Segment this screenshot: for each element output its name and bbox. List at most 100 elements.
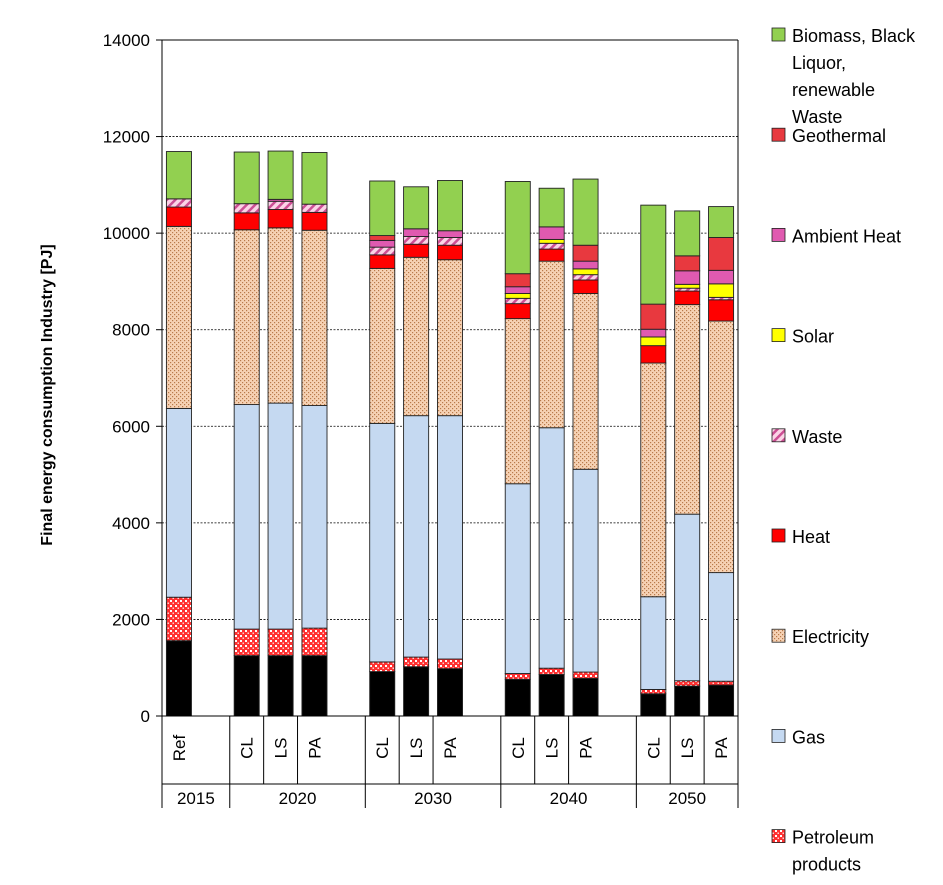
bar-segment-gas: [674, 513, 701, 682]
bar-segment-petroleum: [369, 661, 396, 673]
bar-segment-electricity: [538, 260, 565, 429]
bar-segment-geothermal: [369, 235, 396, 241]
bar-segment-waste: [369, 246, 396, 256]
bar-segment-ambient: [369, 239, 396, 248]
legend-label: Waste: [792, 427, 842, 447]
legend-label: Waste: [792, 107, 842, 127]
bar-segment-petroleum: [165, 596, 192, 642]
bar-segment-petroleum: [504, 673, 531, 680]
year-label: 2040: [550, 789, 588, 808]
legend-swatch-gas: [771, 729, 786, 743]
bar-segment-gas: [267, 402, 294, 630]
bar-label: PA: [305, 737, 324, 759]
bar-label: CL: [509, 737, 528, 759]
bar-label: CL: [238, 737, 257, 759]
bar-segment-waste: [165, 198, 192, 208]
year-label: 2050: [668, 789, 706, 808]
bar-segment-gas: [504, 483, 531, 674]
bar-segment-petroleum: [233, 628, 260, 657]
bar-segment-geothermal: [674, 255, 701, 272]
bar-label: Ref: [170, 735, 189, 762]
bar-segment-electricity: [267, 227, 294, 404]
bar-segment-coal: [708, 684, 735, 717]
bar-segment-gas: [233, 404, 260, 630]
bar-segment-waste: [233, 203, 260, 214]
bar-segment-electricity: [674, 304, 701, 515]
year-label: 2020: [279, 789, 317, 808]
bar-segment-ambient: [572, 260, 599, 270]
bar-segment-waste: [504, 297, 531, 305]
bar-segment-gas: [369, 422, 396, 663]
bar-label: CL: [373, 737, 392, 759]
bar-segment-coal: [267, 655, 294, 717]
legend-swatch-petroleum: [771, 829, 786, 843]
legend-label: Gas: [792, 727, 825, 747]
legend-swatch-heat: [771, 528, 786, 543]
bar-segment-electricity: [640, 362, 667, 598]
bar-label: PA: [441, 737, 460, 759]
bar-label: LS: [407, 738, 426, 759]
bar-segment-heat: [538, 248, 565, 262]
bar-segment-ambient: [708, 269, 735, 285]
bar-segment-biomass: [538, 187, 565, 228]
bar-segment-electricity: [437, 259, 463, 417]
bar-segment-ambient: [538, 226, 565, 240]
bar-segment-biomass: [572, 178, 599, 246]
bar-segment-electricity: [403, 256, 430, 417]
legend-swatch-geothermal: [771, 127, 786, 142]
bar-segment-biomass: [504, 181, 531, 275]
bar-segment-electricity: [572, 293, 599, 470]
bar-segment-heat: [301, 211, 328, 231]
bar-segment-biomass: [674, 210, 701, 257]
bar-segment-solar: [708, 283, 735, 298]
bar-segment-heat: [708, 299, 735, 322]
y-tick-label: 2000: [112, 610, 150, 629]
bar-segment-biomass: [437, 180, 463, 232]
bar-segment-electricity: [301, 229, 328, 406]
bar-segment-solar: [572, 268, 599, 276]
bar-label: LS: [272, 738, 291, 759]
bar-segment-coal: [165, 640, 192, 717]
bar-segment-petroleum: [437, 658, 463, 670]
legend: Biomass, BlackLiquor,renewableWasteGeoth…: [771, 26, 916, 875]
bar-segment-coal: [674, 685, 701, 717]
bar-segment-gas: [708, 572, 735, 682]
bar-segment-biomass: [301, 152, 328, 205]
bar-segment-coal: [403, 666, 430, 717]
y-axis-label: Final energy consumption Industry [PJ]: [39, 244, 56, 545]
bar-segment-electricity: [165, 225, 192, 409]
bar-segment-heat: [369, 254, 396, 269]
bar-segment-geothermal: [504, 273, 531, 288]
bar-segment-gas: [572, 468, 599, 673]
bar-segment-electricity: [233, 229, 260, 406]
bar-segment-coal: [572, 677, 599, 717]
bar-segment-electricity: [708, 320, 735, 574]
bar-segment-petroleum: [674, 680, 701, 687]
bar-segment-heat: [267, 209, 294, 229]
bar-segment-petroleum: [267, 628, 294, 657]
axes: Final energy consumption Industry [PJ] 0…: [39, 31, 739, 726]
y-tick-label: 12000: [103, 128, 150, 147]
y-tick-label: 4000: [112, 514, 150, 533]
bar-segment-ambient: [640, 328, 667, 338]
bar-label: PA: [577, 737, 596, 759]
bar-segment-gas: [301, 405, 328, 629]
bar-segment-petroleum: [301, 627, 328, 657]
bar-segment-heat: [504, 303, 531, 320]
bar-label: PA: [712, 737, 731, 759]
bar-segment-ambient: [674, 270, 701, 285]
bar-segment-petroleum: [572, 671, 599, 679]
legend-label: products: [792, 855, 861, 875]
bar-label: CL: [644, 737, 663, 759]
bar-segment-ambient: [504, 286, 531, 294]
bars: [165, 150, 735, 717]
bar-segment-biomass: [403, 186, 430, 230]
bar-segment-waste: [301, 203, 328, 213]
legend-swatch-solar: [771, 328, 786, 343]
y-tick-label: 8000: [112, 321, 150, 340]
bar-segment-heat: [233, 212, 260, 231]
bar-segment-heat: [403, 243, 430, 258]
bar-segment-ambient: [437, 230, 463, 238]
bar-segment-coal: [504, 678, 531, 717]
y-tick-label: 14000: [103, 31, 150, 50]
